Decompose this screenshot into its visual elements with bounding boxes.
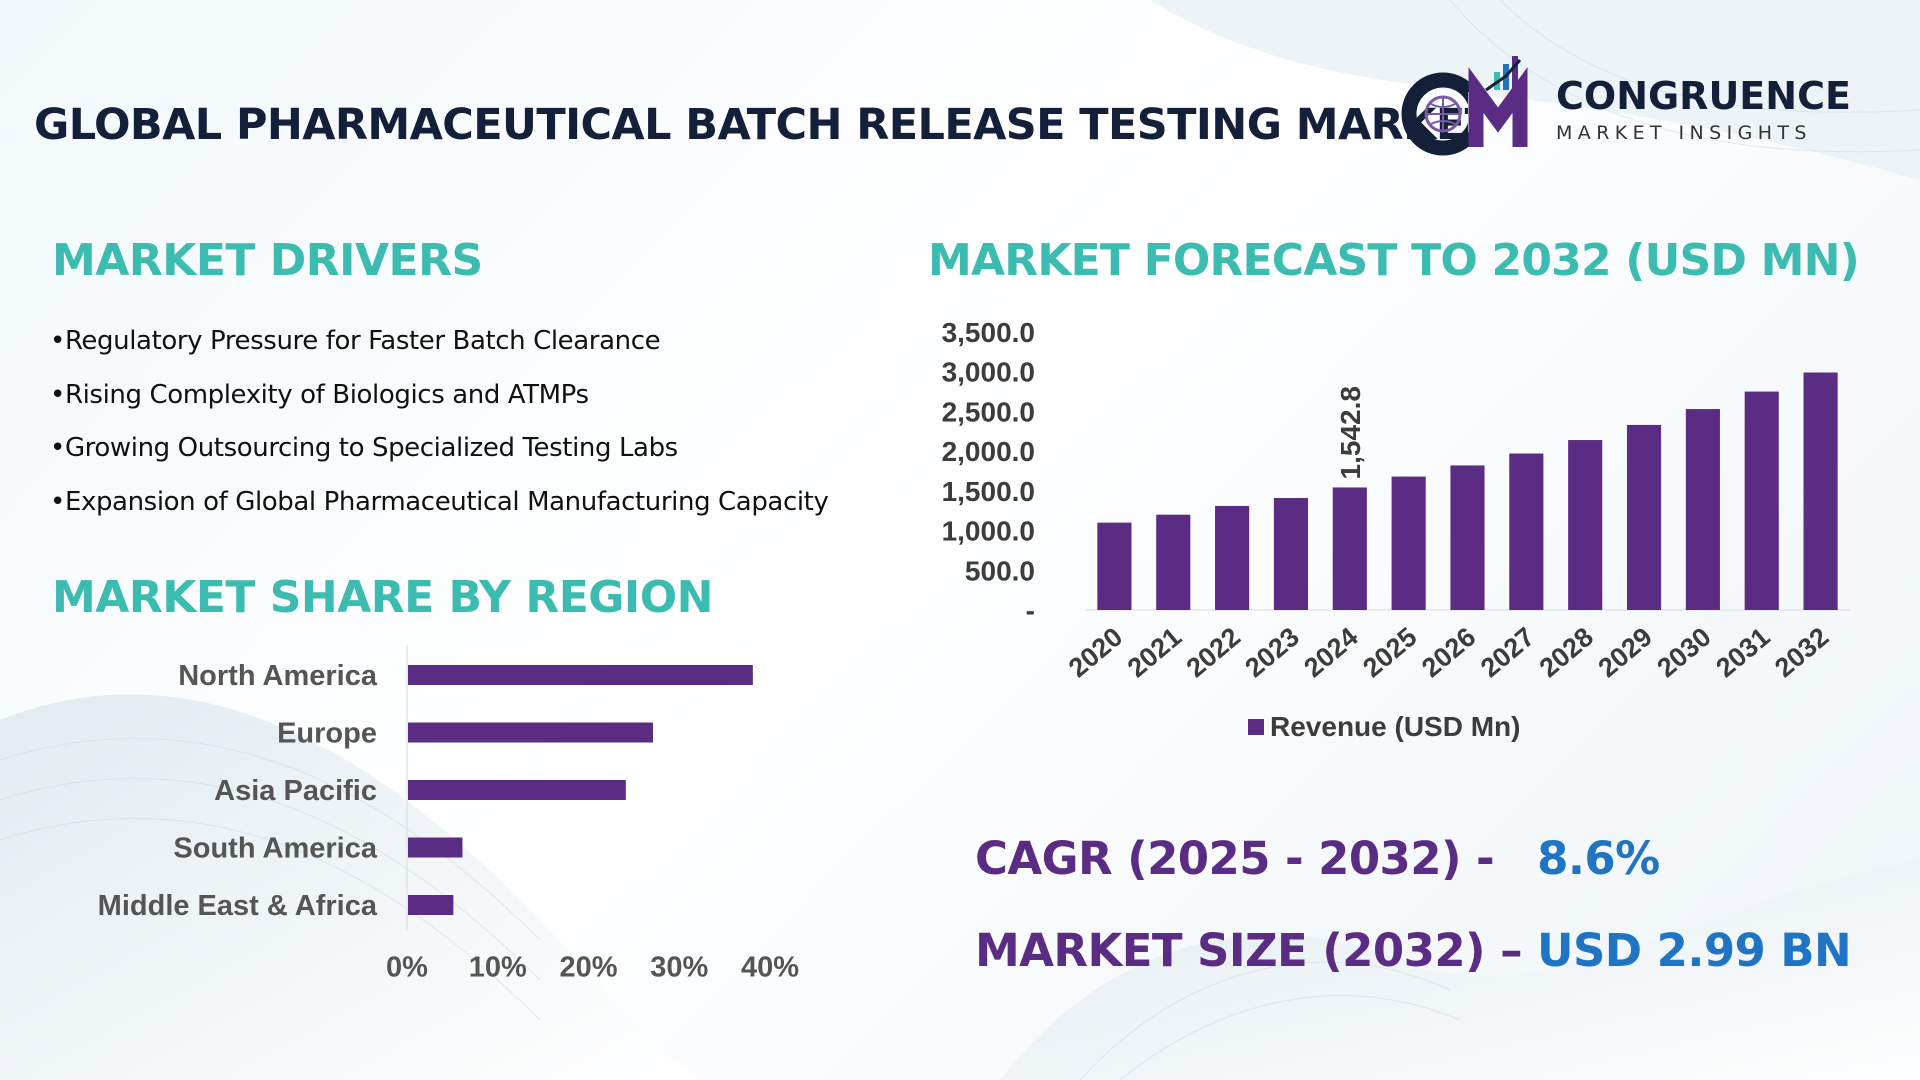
category-label: Europe xyxy=(277,718,377,750)
bar-2024 xyxy=(1332,487,1367,610)
region-share-title: MARKET SHARE BY REGION xyxy=(52,572,714,623)
x-tick-label: 2028 xyxy=(1534,622,1599,684)
x-tick-label: 2025 xyxy=(1357,622,1422,684)
bar-region xyxy=(408,895,454,915)
x-tick-label: 0% xyxy=(386,952,428,984)
bar-2025 xyxy=(1391,476,1426,610)
bar-2029 xyxy=(1626,424,1662,610)
drivers-list: Regulatory Pressure for Faster Batch Cle… xyxy=(50,326,829,541)
y-tick-label: 1,000.0 xyxy=(942,516,1035,547)
x-tick-label: 2021 xyxy=(1122,622,1187,684)
x-tick-label: 2029 xyxy=(1593,622,1658,684)
bar-2031 xyxy=(1744,391,1779,610)
market-size-value: USD 2.99 BN xyxy=(1537,924,1852,977)
market-size-kpi: MARKET SIZE (2032) – USD 2.99 BN xyxy=(975,924,1852,977)
bar-region xyxy=(408,665,753,685)
x-tick-label: 30% xyxy=(650,952,708,984)
cagr-label: CAGR (2025 - 2032) - xyxy=(975,832,1495,885)
category-label: Middle East & Africa xyxy=(98,890,378,922)
y-tick-label: 2,500.0 xyxy=(942,396,1035,427)
bar-2027 xyxy=(1509,453,1544,610)
x-tick-label: 2032 xyxy=(1769,622,1834,684)
drivers-title: MARKET DRIVERS xyxy=(52,235,483,286)
x-tick-label: 2020 xyxy=(1063,622,1128,684)
driver-item: Growing Outsourcing to Specialized Testi… xyxy=(50,433,828,487)
driver-item: Rising Complexity of Biologics and ATMPs xyxy=(50,380,828,434)
bar-region xyxy=(408,780,626,800)
x-tick-label: 2030 xyxy=(1651,622,1716,684)
x-tick-label: 2024 xyxy=(1298,622,1363,684)
forecast-title: MARKET FORECAST TO 2032 (USD MN) xyxy=(928,235,1860,286)
bar-2023 xyxy=(1273,498,1309,610)
forecast-bar-chart: - 500.0 1,000.0 1,500.0 2,000.0 2,500.0 3,000.… xyxy=(942,317,1850,742)
driver-item: Regulatory Pressure for Faster Batch Cle… xyxy=(50,326,828,380)
bar-2028 xyxy=(1568,440,1603,610)
data-label: 1,542.8 xyxy=(1335,386,1366,479)
cagr-value: 8.6% xyxy=(1537,832,1660,885)
x-tick-label: 10% xyxy=(469,952,527,984)
x-tick-label: 40% xyxy=(741,952,799,984)
legend-label: Revenue (USD Mn) xyxy=(1270,711,1520,742)
bar-2021 xyxy=(1156,514,1191,610)
category-label: Asia Pacific xyxy=(214,775,377,807)
category-label: North America xyxy=(178,660,378,692)
logo-subtitle: MARKET INSIGHTS xyxy=(1556,122,1812,144)
y-tick-label: 2,000.0 xyxy=(942,436,1035,467)
bar-region xyxy=(408,722,654,743)
x-tick-label: 2027 xyxy=(1475,622,1540,684)
x-tick-label: 2023 xyxy=(1240,622,1305,684)
bar-2020 xyxy=(1097,522,1132,610)
bar-2026 xyxy=(1450,465,1485,610)
legend-swatch xyxy=(1248,719,1264,735)
bar-region xyxy=(408,837,463,858)
x-tick-label: 2022 xyxy=(1181,622,1246,684)
x-tick-label: 2026 xyxy=(1416,622,1481,684)
x-tick-label: 2031 xyxy=(1710,622,1775,684)
region-share-bar-chart: North America Europe Asia Pacific South Ame… xyxy=(98,645,799,984)
bar-2032 xyxy=(1803,372,1838,610)
cagr-kpi: CAGR (2025 - 2032) - 8.6% xyxy=(975,832,1660,885)
driver-item: Expansion of Global Pharmaceutical Manuf… xyxy=(50,487,829,541)
logo-mark xyxy=(1401,56,1528,156)
x-tick-label: 20% xyxy=(559,952,617,984)
bar-2022 xyxy=(1215,505,1250,610)
logo-wordmark: CONGRUENCE MARKET INSIGHTS xyxy=(1556,74,1851,148)
y-tick-label: 1,500.0 xyxy=(942,476,1035,507)
bar-2030 xyxy=(1685,409,1720,610)
y-tick-label: 3,000.0 xyxy=(942,357,1035,388)
y-tick-label: - xyxy=(1026,595,1035,626)
category-label: South America xyxy=(173,833,377,865)
logo-name: CONGRUENCE xyxy=(1556,74,1851,118)
page-title: GLOBAL PHARMACEUTICAL BATCH RELEASE TEST… xyxy=(34,100,1494,150)
market-size-label: MARKET SIZE (2032) – xyxy=(975,924,1523,977)
y-tick-label: 3,500.0 xyxy=(942,317,1035,348)
y-tick-label: 500.0 xyxy=(965,555,1035,586)
